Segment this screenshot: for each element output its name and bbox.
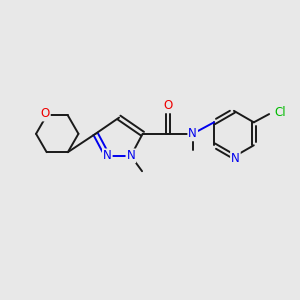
Text: O: O	[163, 99, 172, 112]
Text: O: O	[40, 107, 50, 121]
Text: N: N	[127, 149, 135, 162]
Text: N: N	[231, 152, 240, 165]
Text: N: N	[188, 127, 197, 140]
Text: N: N	[103, 149, 112, 162]
Text: Cl: Cl	[274, 106, 286, 118]
